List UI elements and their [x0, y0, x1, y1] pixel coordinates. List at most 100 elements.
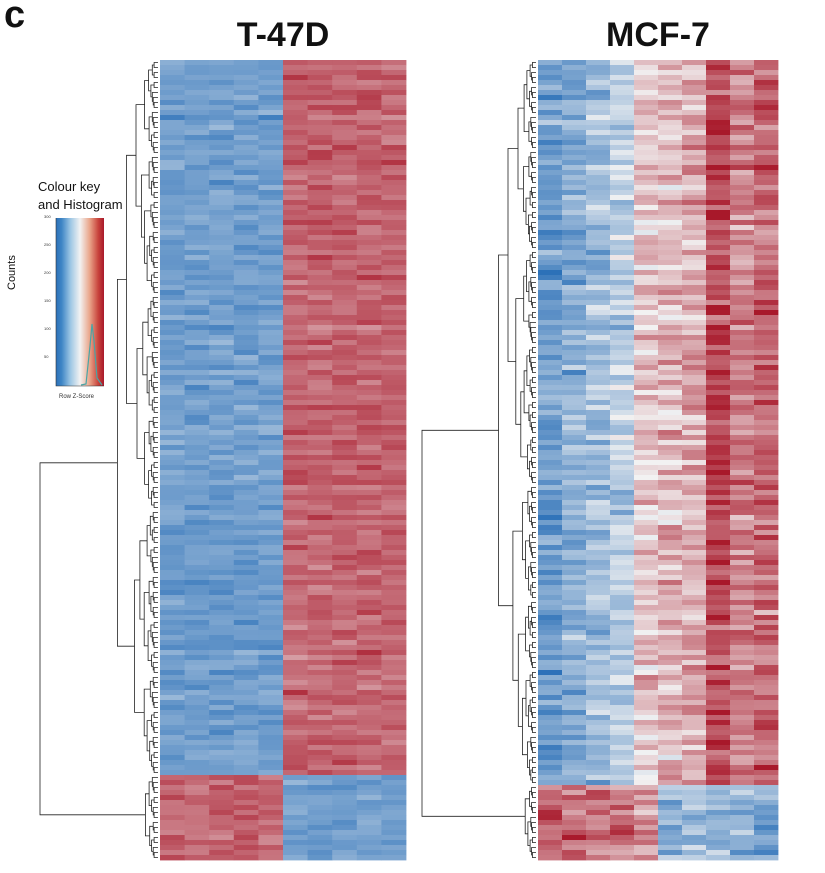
heatmap-cell	[184, 705, 210, 711]
heatmap-cell	[209, 310, 235, 316]
heatmap-cell	[610, 675, 635, 681]
heatmap-cell	[258, 385, 284, 391]
heatmap-cell	[634, 365, 659, 371]
heatmap-cell	[184, 535, 210, 541]
heatmap-cell	[283, 745, 308, 751]
heatmap-cell	[381, 825, 407, 831]
heatmap-cell	[610, 765, 635, 771]
heatmap-cell	[682, 270, 707, 276]
heatmap-cell	[682, 385, 707, 391]
heatmap-cell	[381, 140, 407, 146]
heatmap-cell	[754, 825, 779, 831]
heatmap-cell	[258, 605, 284, 611]
heatmap-cell	[634, 585, 659, 591]
heatmap-cell	[209, 595, 235, 601]
heatmap-cell	[754, 600, 779, 606]
heatmap-cell	[209, 220, 235, 226]
heatmap-cell	[730, 150, 755, 156]
heatmap-cell	[562, 685, 587, 691]
heatmap-cell	[754, 580, 779, 586]
heatmap-cell	[586, 495, 611, 501]
heatmap-cell	[634, 215, 659, 221]
heatmap-cell	[610, 205, 635, 211]
heatmap-cell	[634, 545, 659, 551]
heatmap-cell	[610, 480, 635, 486]
heatmap-cell	[356, 130, 382, 136]
heatmap-cell	[307, 795, 333, 801]
heatmap-cell	[332, 610, 358, 616]
heatmap-cell	[283, 320, 308, 326]
heatmap-cell	[562, 60, 587, 66]
heatmap-cell	[307, 340, 333, 346]
heatmap-cell	[160, 775, 185, 781]
heatmap-cell	[586, 690, 611, 696]
heatmap-cell	[706, 625, 731, 631]
heatmap-cell	[706, 110, 731, 116]
heatmap-cell	[160, 600, 185, 606]
heatmap-cell	[356, 770, 382, 776]
heatmap-cell	[258, 170, 284, 176]
heatmap-cell	[381, 660, 407, 666]
heatmap-cell	[682, 100, 707, 106]
heatmap-cell	[730, 270, 755, 276]
heatmap-cell	[356, 710, 382, 716]
heatmap-cell	[307, 670, 333, 676]
heatmap-cell	[381, 840, 407, 846]
heatmap-cell	[307, 320, 333, 326]
heatmap-cell	[562, 240, 587, 246]
heatmap-cell	[730, 185, 755, 191]
heatmap-cell	[730, 440, 755, 446]
heatmap-cell	[682, 535, 707, 541]
heatmap-cell	[332, 430, 358, 436]
heatmap-cell	[356, 480, 382, 486]
heatmap-cell	[682, 595, 707, 601]
heatmap-cell	[658, 400, 683, 406]
heatmap-cell	[682, 165, 707, 171]
heatmap-cell	[658, 60, 683, 66]
heatmap-cell	[706, 355, 731, 361]
heatmap-cell	[233, 650, 259, 656]
heatmap-cell	[610, 715, 635, 721]
heatmap-cell	[233, 205, 259, 211]
heatmap-cell	[610, 195, 635, 201]
heatmap-cell	[538, 285, 563, 291]
heatmap-cell	[381, 620, 407, 626]
heatmap-cell	[610, 230, 635, 236]
heatmap-cell	[209, 690, 235, 696]
heatmap-cell	[706, 750, 731, 756]
heatmap-cell	[682, 785, 707, 791]
heatmap-cell	[381, 720, 407, 726]
heatmap-cell	[258, 305, 284, 311]
heatmap-cell	[730, 645, 755, 651]
heatmap-cell	[332, 145, 358, 151]
heatmap-cell	[356, 355, 382, 361]
heatmap-cell	[562, 565, 587, 571]
heatmap-cell	[258, 660, 284, 666]
heatmap-cell	[233, 455, 259, 461]
heatmap-cell	[610, 405, 635, 411]
heatmap-cell	[658, 675, 683, 681]
heatmap-cell	[658, 700, 683, 706]
heatmap-cell	[754, 420, 779, 426]
heatmap-cell	[562, 325, 587, 331]
heatmap-cell	[209, 270, 235, 276]
heatmap-cell	[562, 255, 587, 261]
heatmap-cell	[356, 315, 382, 321]
heatmap-cell	[184, 110, 210, 116]
heatmap-cell	[184, 175, 210, 181]
heatmap-cell	[682, 855, 707, 861]
heatmap-cell	[307, 275, 333, 281]
heatmap-cell	[682, 765, 707, 771]
dendrogram-branch	[153, 182, 158, 188]
heatmap-cell	[356, 125, 382, 131]
heatmap-cell	[730, 820, 755, 826]
dendrogram-branch	[136, 348, 145, 459]
heatmap-cell	[610, 530, 635, 536]
heatmap-cell	[332, 760, 358, 766]
heatmap-cell	[730, 550, 755, 556]
heatmap-cell	[610, 510, 635, 516]
heatmap-cell	[754, 800, 779, 806]
heatmap-cell	[610, 720, 635, 726]
heatmap-cell	[356, 620, 382, 626]
heatmap-cell	[307, 215, 333, 221]
